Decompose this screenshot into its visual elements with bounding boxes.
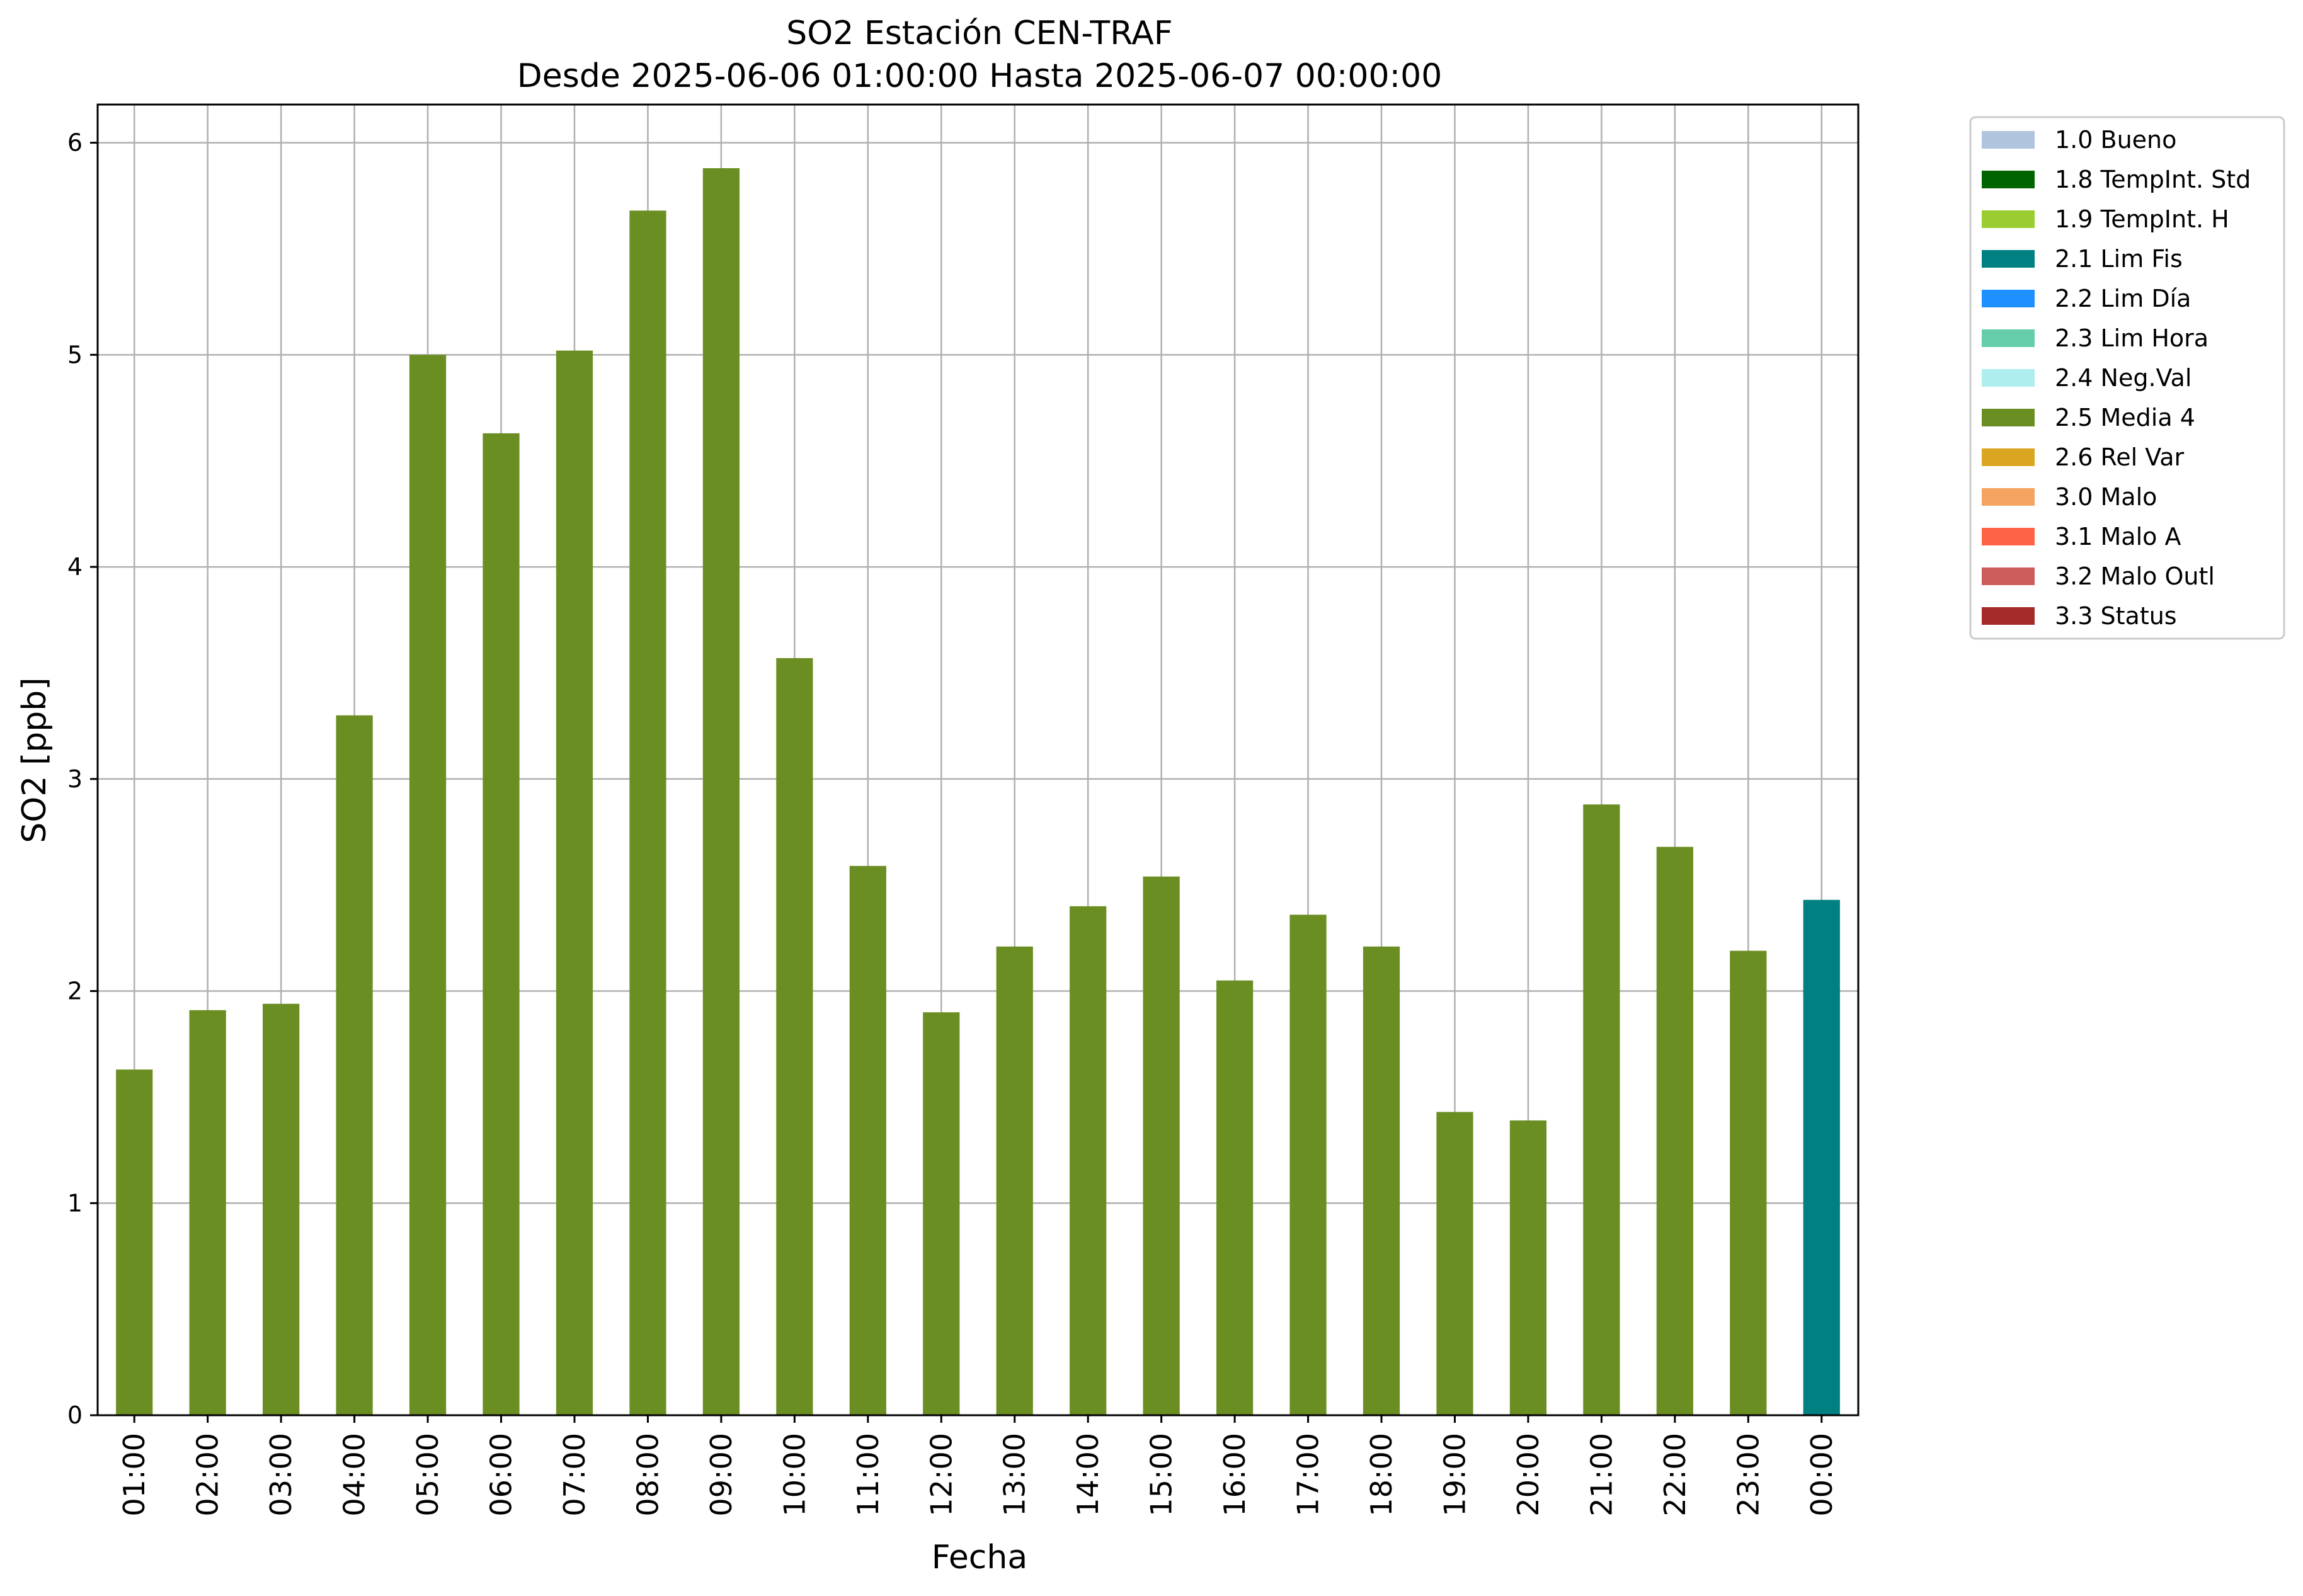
x-tick-label: 23:00 <box>1731 1433 1765 1517</box>
x-tick-label: 08:00 <box>631 1433 665 1517</box>
x-tick-label: 01:00 <box>117 1433 151 1517</box>
y-axis-ticks: 0 1 2 3 4 5 6 <box>67 129 98 1429</box>
y-tick-label: 4 <box>67 553 83 581</box>
x-tick-label: 14:00 <box>1071 1433 1105 1517</box>
x-axis-label: Fecha <box>932 1539 1027 1576</box>
bar-1500 <box>1143 876 1180 1415</box>
bar-2000 <box>1509 1120 1547 1415</box>
legend-label: 2.2 Lim Día <box>2055 285 2191 312</box>
bar-0600 <box>483 433 520 1416</box>
bar-0200 <box>189 1010 226 1415</box>
legend-swatch <box>1982 369 2035 387</box>
legend-swatch <box>1982 409 2035 426</box>
bar-0800 <box>629 210 666 1415</box>
legend-frame <box>1969 116 2285 640</box>
bar-1600 <box>1216 980 1254 1415</box>
bar-1100 <box>849 865 886 1415</box>
x-tick-label: 20:00 <box>1511 1433 1545 1517</box>
chart-title: SO2 Estación CEN-TRAF <box>786 14 1172 52</box>
y-tick-label: 0 <box>67 1401 83 1429</box>
x-tick-label: 11:00 <box>851 1433 885 1517</box>
legend-swatch <box>1982 607 2035 625</box>
bar-2300 <box>1730 950 1767 1415</box>
bar-0000 <box>1803 899 1840 1415</box>
legend-label: 1.9 TempInt. H <box>2055 205 2229 233</box>
x-tick-label: 09:00 <box>704 1433 738 1517</box>
x-tick-label: 13:00 <box>998 1433 1032 1517</box>
bar-1700 <box>1289 915 1327 1415</box>
bar-0100 <box>116 1069 153 1415</box>
x-tick-label: 22:00 <box>1658 1433 1692 1517</box>
y-axis-label: SO2 [ppb] <box>16 677 54 843</box>
x-tick-label: 05:00 <box>411 1433 445 1517</box>
bar-0900 <box>702 168 740 1415</box>
bar-0500 <box>409 355 447 1415</box>
x-tick-label: 17:00 <box>1291 1433 1325 1517</box>
legend-label: 3.1 Malo A <box>2055 523 2181 550</box>
bar-1000 <box>776 658 813 1415</box>
legend-swatch <box>1982 488 2035 506</box>
x-tick-label: 18:00 <box>1364 1433 1398 1517</box>
x-tick-label: 15:00 <box>1145 1433 1179 1517</box>
x-tick-label: 00:00 <box>1805 1433 1839 1517</box>
legend-swatch <box>1982 528 2035 545</box>
x-tick-label: 04:00 <box>338 1433 372 1517</box>
legend-label: 2.5 Media 4 <box>2055 404 2195 431</box>
bar-2100 <box>1583 804 1620 1415</box>
x-tick-label: 19:00 <box>1437 1433 1472 1517</box>
legend-swatch <box>1982 171 2035 188</box>
legend-swatch <box>1982 131 2035 149</box>
legend-label: 2.4 Neg.Val <box>2055 364 2192 392</box>
legend-swatch <box>1982 250 2035 268</box>
y-tick-label: 6 <box>67 129 83 157</box>
x-axis-ticks: 01:00 02:00 03:00 04:00 05:00 06:00 07:00 08:00… <box>117 1415 1839 1517</box>
legend-swatch <box>1982 329 2035 347</box>
chart-subtitle: Desde 2025-06-06 01:00:00 Hasta 2025-06-… <box>517 57 1443 95</box>
legend-swatch <box>1982 567 2035 585</box>
y-tick-label: 1 <box>67 1189 83 1217</box>
bar-1300 <box>996 946 1033 1415</box>
legend-label: 1.0 Bueno <box>2055 126 2176 154</box>
x-tick-label: 06:00 <box>484 1433 518 1517</box>
x-tick-label: 10:00 <box>777 1433 811 1517</box>
bar-1200 <box>923 1012 960 1415</box>
legend-label: 2.3 Lim Hora <box>2055 324 2209 352</box>
bar-1400 <box>1070 906 1107 1415</box>
x-tick-label: 02:00 <box>191 1433 225 1517</box>
bar-0700 <box>556 350 593 1415</box>
bar-1800 <box>1363 946 1400 1415</box>
y-tick-label: 5 <box>67 341 83 368</box>
x-tick-label: 21:00 <box>1584 1433 1618 1517</box>
bar-0300 <box>263 1003 300 1415</box>
x-tick-label: 03:00 <box>264 1433 298 1517</box>
legend-label: 3.2 Malo Outl <box>2055 562 2215 590</box>
legend-swatch <box>1982 210 2035 228</box>
y-tick-label: 3 <box>67 765 83 793</box>
legend-swatch <box>1982 290 2035 307</box>
legend-label: 3.3 Status <box>2055 602 2177 630</box>
bar-1900 <box>1436 1112 1473 1415</box>
legend-swatch <box>1982 448 2035 466</box>
x-tick-label: 12:00 <box>924 1433 958 1517</box>
bars <box>116 168 1840 1416</box>
bar-0400 <box>336 715 373 1415</box>
legend-label: 2.1 Lim Fis <box>2055 245 2183 273</box>
bar-2200 <box>1656 846 1693 1415</box>
x-tick-label: 07:00 <box>557 1433 591 1517</box>
legend-label: 3.0 Malo <box>2055 483 2157 511</box>
x-tick-label: 16:00 <box>1218 1433 1252 1517</box>
legend-label: 2.6 Rel Var <box>2055 443 2185 471</box>
plot-frame <box>96 103 1860 1416</box>
legend: 1.0 Bueno 1.8 TempInt. Std 1.9 TempInt. H 2… <box>1969 116 2285 640</box>
y-tick-label: 2 <box>67 978 83 1005</box>
legend-label: 1.8 TempInt. Std <box>2055 166 2251 193</box>
